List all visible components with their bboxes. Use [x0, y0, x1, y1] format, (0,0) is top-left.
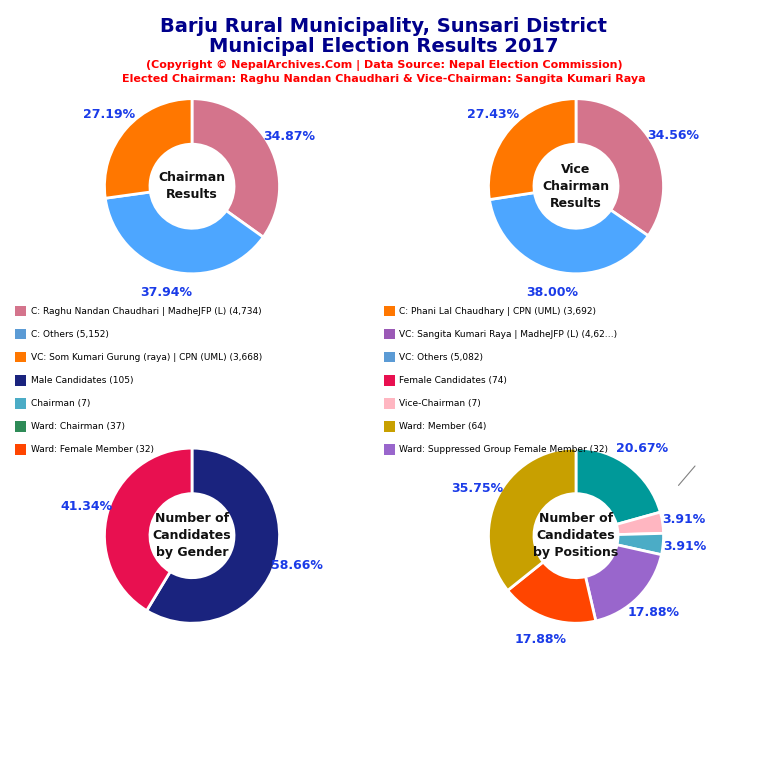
Text: 17.88%: 17.88%	[627, 606, 680, 619]
Text: Chairman
Results: Chairman Results	[158, 171, 226, 201]
Text: Vice
Chairman
Results: Vice Chairman Results	[542, 163, 610, 210]
Wedge shape	[489, 193, 648, 273]
Text: 34.56%: 34.56%	[647, 129, 699, 142]
Text: Male Candidates (105): Male Candidates (105)	[31, 376, 133, 385]
Wedge shape	[508, 562, 596, 623]
Text: Ward: Chairman (37): Ward: Chairman (37)	[31, 422, 124, 431]
Text: Ward: Female Member (32): Ward: Female Member (32)	[31, 445, 154, 454]
Text: Chairman (7): Chairman (7)	[31, 399, 90, 408]
Text: 58.66%: 58.66%	[271, 558, 323, 571]
Wedge shape	[488, 449, 576, 591]
Text: Vice-Chairman (7): Vice-Chairman (7)	[399, 399, 481, 408]
Text: Ward: Member (64): Ward: Member (64)	[399, 422, 487, 431]
Wedge shape	[104, 99, 192, 198]
Text: Barju Rural Municipality, Sunsari District: Barju Rural Municipality, Sunsari Distri…	[161, 17, 607, 36]
Text: Female Candidates (74): Female Candidates (74)	[399, 376, 507, 385]
Text: 37.94%: 37.94%	[140, 286, 192, 299]
Wedge shape	[104, 449, 192, 611]
Text: 41.34%: 41.34%	[61, 500, 113, 513]
Wedge shape	[105, 192, 263, 273]
Text: 20.67%: 20.67%	[616, 442, 668, 455]
Text: 38.00%: 38.00%	[525, 286, 578, 300]
Wedge shape	[147, 449, 280, 623]
Text: 35.75%: 35.75%	[452, 482, 503, 495]
Text: 27.43%: 27.43%	[467, 108, 519, 121]
Text: Number of
Candidates
by Positions: Number of Candidates by Positions	[533, 512, 619, 559]
Wedge shape	[576, 449, 660, 525]
Text: Municipal Election Results 2017: Municipal Election Results 2017	[209, 37, 559, 56]
Wedge shape	[488, 99, 576, 200]
Text: VC: Som Kumari Gurung (raya) | CPN (UML) (3,668): VC: Som Kumari Gurung (raya) | CPN (UML)…	[31, 353, 262, 362]
Wedge shape	[617, 512, 664, 535]
Text: 27.19%: 27.19%	[84, 108, 135, 121]
Wedge shape	[576, 99, 664, 236]
Text: 3.91%: 3.91%	[664, 540, 707, 553]
Text: C: Phani Lal Chaudhary | CPN (UML) (3,692): C: Phani Lal Chaudhary | CPN (UML) (3,69…	[399, 306, 597, 316]
Wedge shape	[192, 99, 280, 237]
Text: C: Others (5,152): C: Others (5,152)	[31, 329, 108, 339]
Wedge shape	[617, 533, 664, 554]
Text: Ward: Suppressed Group Female Member (32): Ward: Suppressed Group Female Member (32…	[399, 445, 608, 454]
Text: Number of
Candidates
by Gender: Number of Candidates by Gender	[153, 512, 231, 559]
Text: VC: Others (5,082): VC: Others (5,082)	[399, 353, 483, 362]
Text: 34.87%: 34.87%	[263, 130, 316, 143]
Text: (Copyright © NepalArchives.Com | Data Source: Nepal Election Commission): (Copyright © NepalArchives.Com | Data So…	[146, 60, 622, 71]
Text: 3.91%: 3.91%	[663, 513, 706, 526]
Text: 17.88%: 17.88%	[514, 633, 566, 646]
Text: VC: Sangita Kumari Raya | MadheJFP (L) (4,62…): VC: Sangita Kumari Raya | MadheJFP (L) (…	[399, 329, 617, 339]
Wedge shape	[585, 545, 661, 621]
Text: Elected Chairman: Raghu Nandan Chaudhari & Vice-Chairman: Sangita Kumari Raya: Elected Chairman: Raghu Nandan Chaudhari…	[122, 74, 646, 84]
Text: C: Raghu Nandan Chaudhari | MadheJFP (L) (4,734): C: Raghu Nandan Chaudhari | MadheJFP (L)…	[31, 306, 261, 316]
